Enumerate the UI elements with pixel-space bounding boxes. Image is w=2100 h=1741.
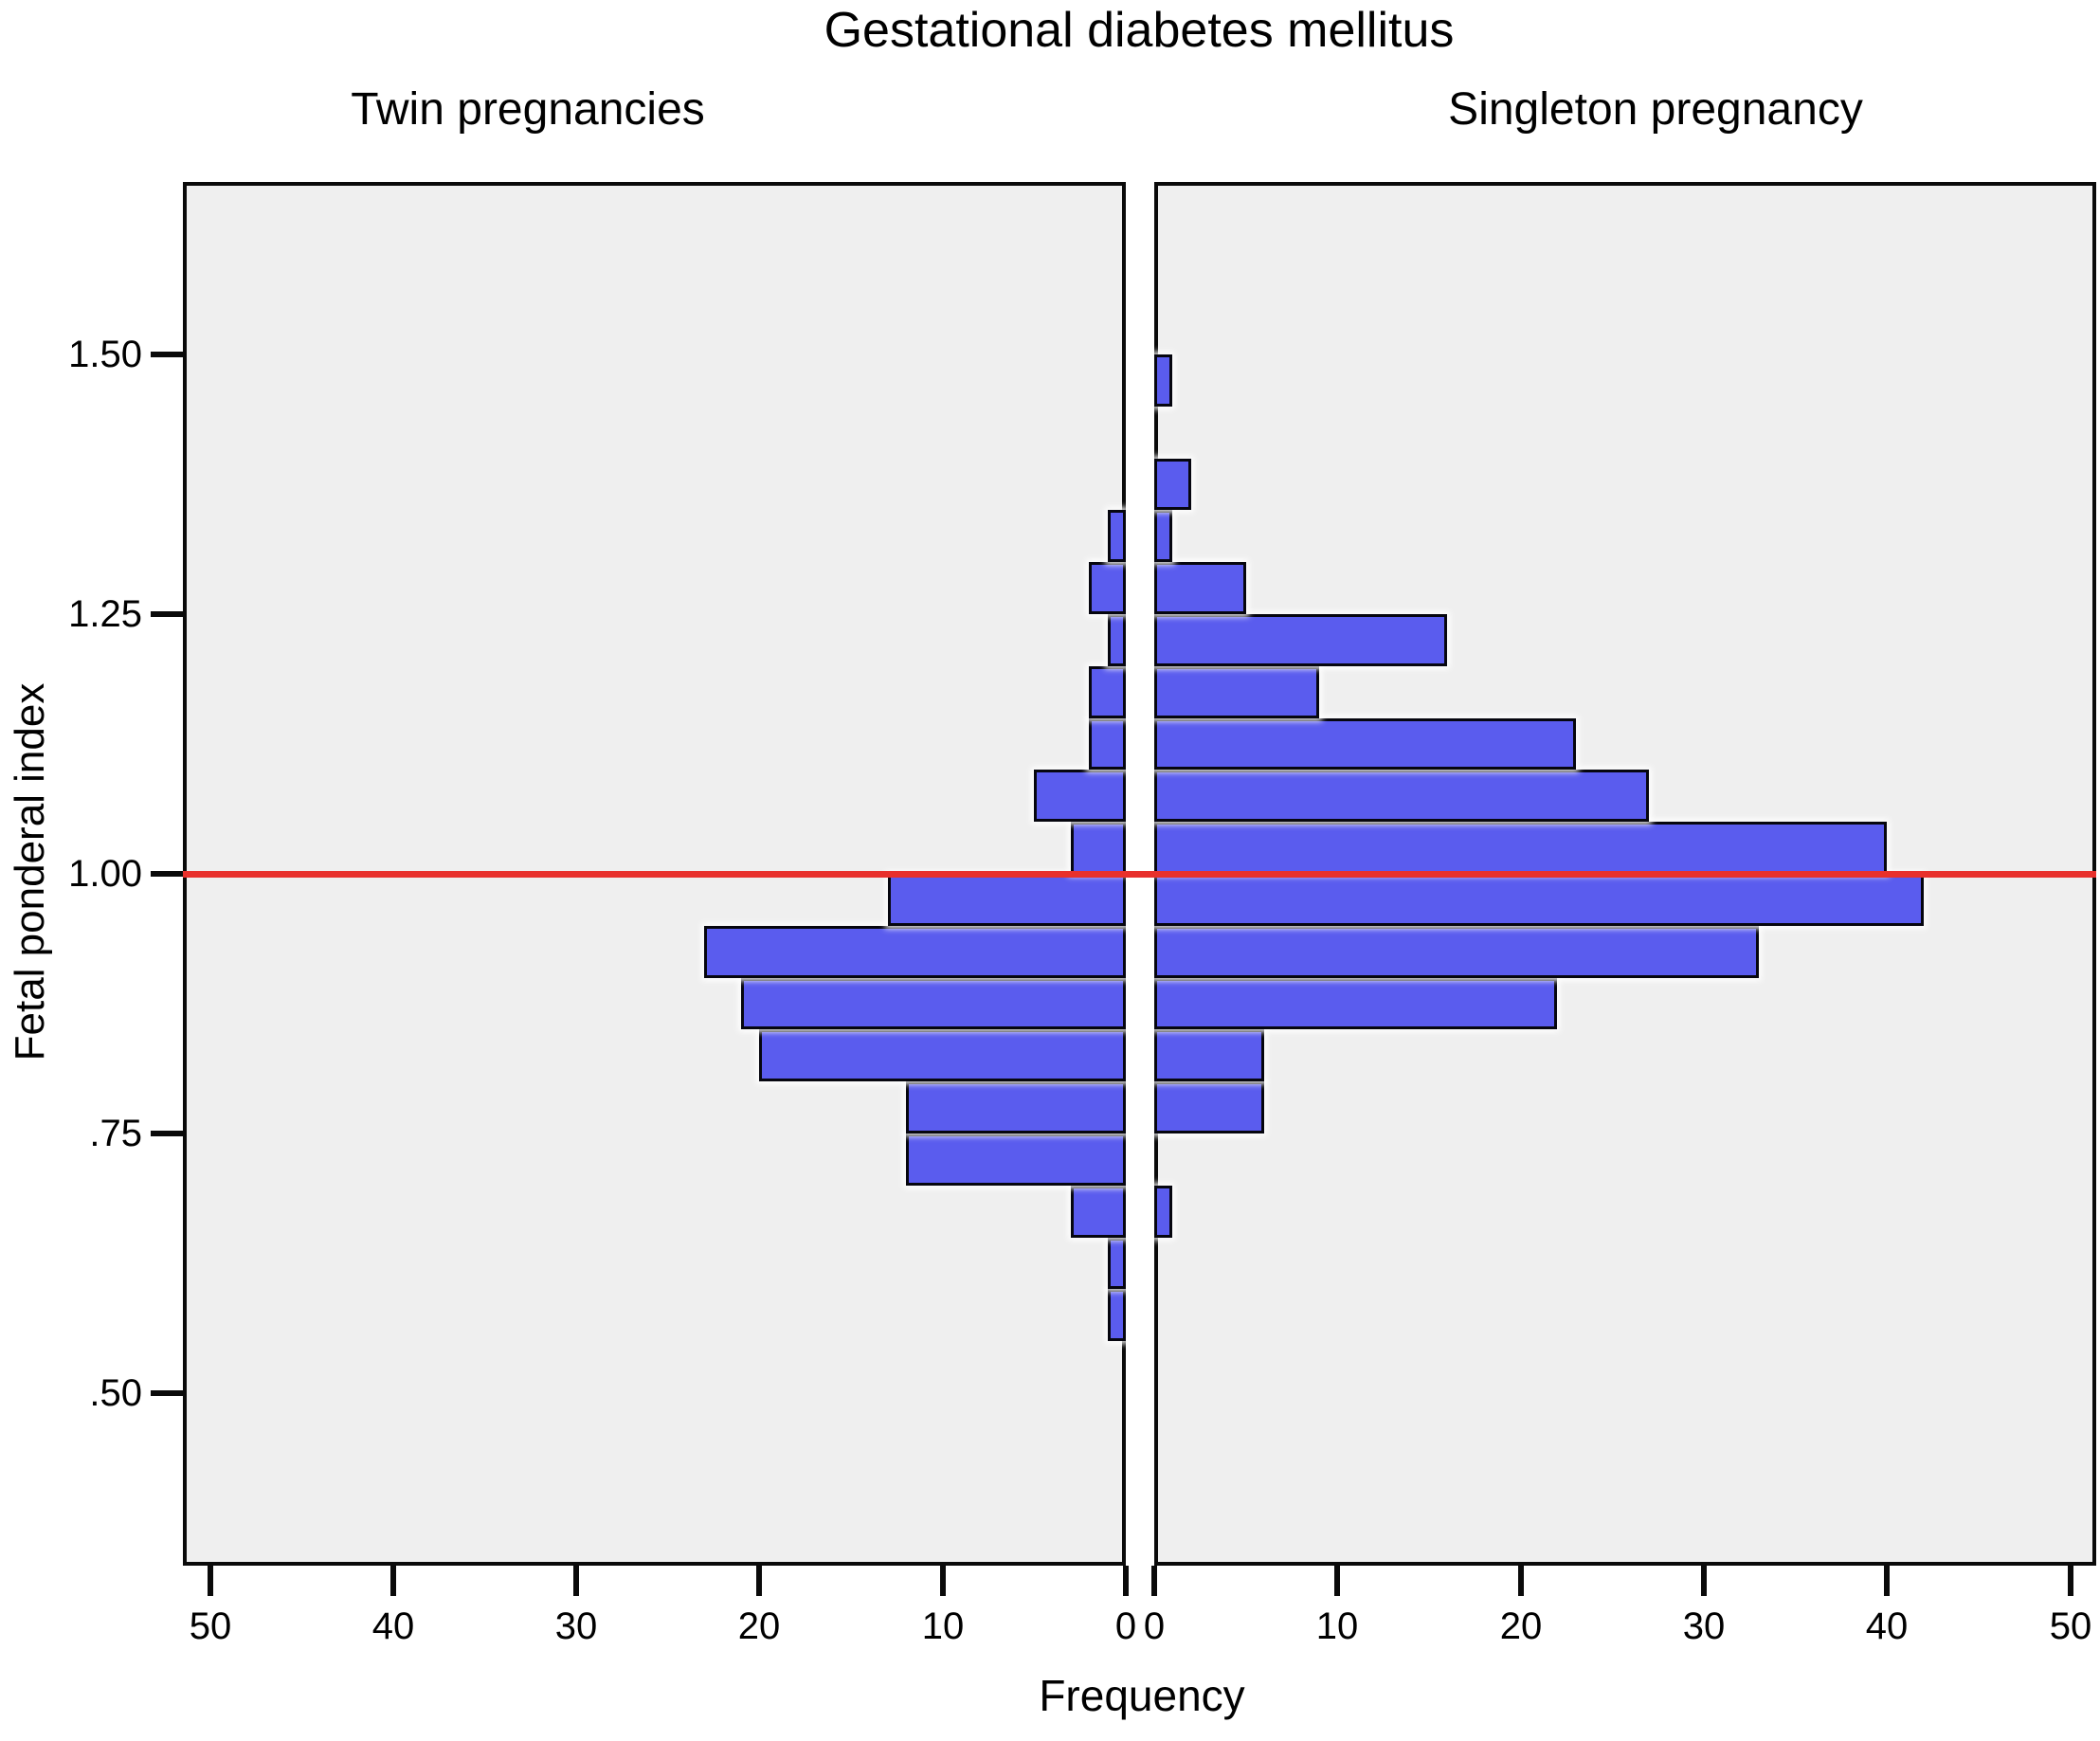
singleton-bar-0.85 xyxy=(1154,977,1558,1030)
singleton-bar-0.90 xyxy=(1154,925,1759,978)
x-tick xyxy=(1334,1566,1340,1596)
singleton-bar-1.00 xyxy=(1154,822,1888,874)
twin-bar-0.80 xyxy=(759,1029,1126,1082)
x-tick-label: 50 xyxy=(2049,1605,2092,1647)
y-tick xyxy=(151,352,183,357)
singleton-bar-0.65 xyxy=(1154,1185,1173,1238)
twin-bar-0.70 xyxy=(906,1133,1126,1186)
twin-bar-0.55 xyxy=(1107,1289,1126,1342)
twin-bar-1.00 xyxy=(1071,822,1126,874)
x-tick-label: 30 xyxy=(1682,1605,1726,1647)
reference-line xyxy=(183,871,2096,878)
x-tick xyxy=(1884,1566,1890,1596)
left-panel-title: Twin pregnancies xyxy=(351,84,705,135)
x-tick-label: 10 xyxy=(1315,1605,1359,1647)
y-axis-label: Fetal ponderal index xyxy=(7,682,53,1061)
x-tick-label: 40 xyxy=(371,1605,415,1647)
y-tick-label: 1.00 xyxy=(68,853,142,895)
x-tick xyxy=(390,1566,396,1596)
singleton-bar-1.05 xyxy=(1154,770,1649,823)
x-tick-label: 10 xyxy=(921,1605,965,1647)
twin-bar-1.20 xyxy=(1107,614,1126,666)
singleton-bar-0.95 xyxy=(1154,874,1924,926)
x-tick-label: 40 xyxy=(1865,1605,1909,1647)
singleton-bar-1.15 xyxy=(1154,665,1319,718)
chart-title: Gestational diabetes mellitus xyxy=(824,3,1455,58)
y-tick xyxy=(151,1131,183,1136)
right-panel-title: Singleton pregnancy xyxy=(1448,84,1863,135)
twin-bar-0.85 xyxy=(741,977,1126,1030)
twin-bar-1.30 xyxy=(1107,510,1126,563)
twin-bar-0.75 xyxy=(906,1081,1126,1133)
x-tick xyxy=(1151,1566,1157,1596)
x-axis-label: Frequency xyxy=(1039,1671,1245,1720)
x-tick-label: 50 xyxy=(189,1605,232,1647)
y-tick xyxy=(151,1390,183,1396)
y-tick xyxy=(151,871,183,877)
twin-bar-0.60 xyxy=(1107,1237,1126,1290)
x-tick-label: 20 xyxy=(1499,1605,1543,1647)
x-tick xyxy=(1518,1566,1524,1596)
x-tick-label: 0 xyxy=(1114,1605,1137,1647)
twin-bar-0.90 xyxy=(704,925,1126,978)
singleton-bar-1.20 xyxy=(1154,614,1448,666)
x-tick xyxy=(1701,1566,1707,1596)
x-tick-label: 0 xyxy=(1143,1605,1166,1647)
twin-bar-0.95 xyxy=(887,874,1126,926)
singleton-bar-1.10 xyxy=(1154,717,1576,771)
x-tick xyxy=(2068,1566,2073,1596)
twin-bar-1.15 xyxy=(1089,665,1126,718)
y-tick-label: 1.25 xyxy=(68,593,142,635)
twin-bar-1.25 xyxy=(1089,562,1126,614)
singleton-bar-1.25 xyxy=(1154,562,1246,614)
y-tick-label: 1.50 xyxy=(68,334,142,375)
x-tick xyxy=(573,1566,579,1596)
y-tick-label: .75 xyxy=(89,1113,142,1154)
singleton-bar-1.30 xyxy=(1154,510,1173,563)
y-tick-label: .50 xyxy=(89,1372,142,1414)
twin-bar-1.05 xyxy=(1034,770,1126,823)
singleton-bar-0.80 xyxy=(1154,1029,1264,1082)
x-tick-label: 30 xyxy=(554,1605,598,1647)
twin-bar-0.65 xyxy=(1071,1185,1126,1238)
twin-bar-1.10 xyxy=(1089,717,1126,771)
x-tick xyxy=(756,1566,762,1596)
x-tick xyxy=(1123,1566,1129,1596)
singleton-bar-0.75 xyxy=(1154,1081,1264,1133)
singleton-bar-1.45 xyxy=(1154,354,1173,407)
singleton-bar-1.35 xyxy=(1154,458,1191,511)
x-tick xyxy=(940,1566,946,1596)
y-tick xyxy=(151,611,183,617)
x-tick xyxy=(208,1566,213,1596)
x-tick-label: 20 xyxy=(737,1605,781,1647)
